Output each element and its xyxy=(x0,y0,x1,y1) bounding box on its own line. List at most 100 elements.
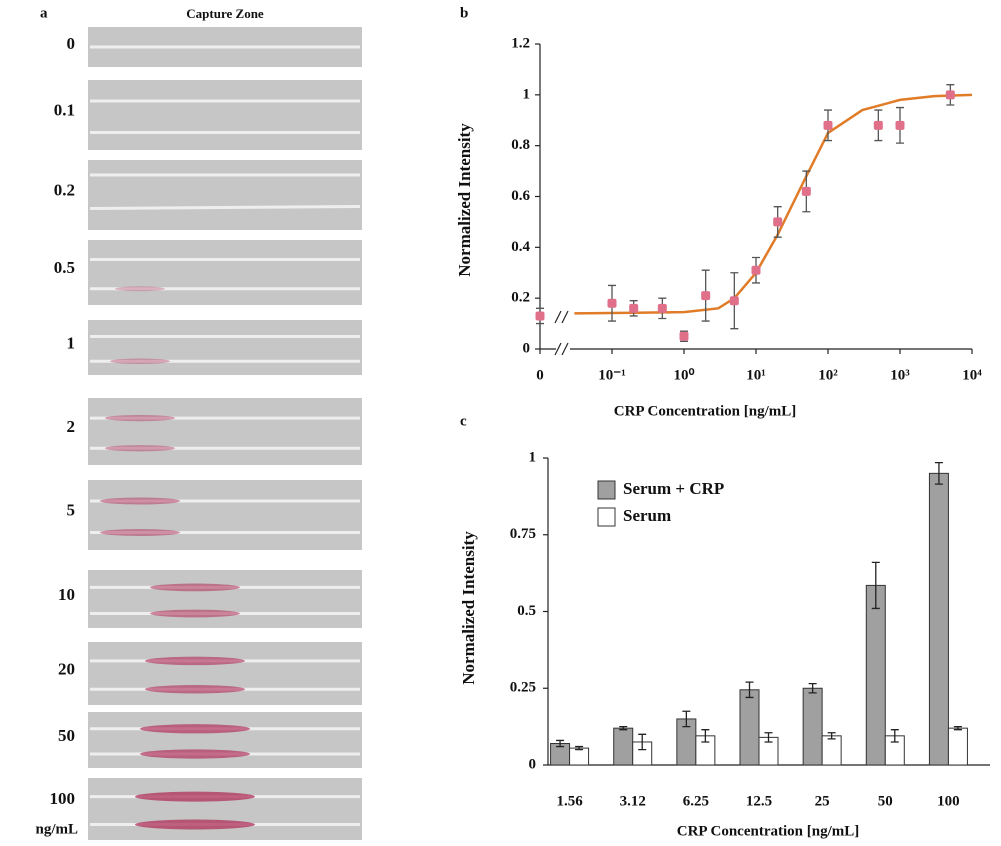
strip-image xyxy=(88,320,362,375)
strip-image xyxy=(88,570,362,628)
x-tick-label: 100 xyxy=(937,793,960,809)
break-mark xyxy=(554,342,562,356)
fit-curve xyxy=(574,93,973,315)
panel-title: Capture Zone xyxy=(186,6,264,21)
data-point xyxy=(895,120,905,130)
row-label: 10 xyxy=(58,585,75,604)
y-tick-label: 0 xyxy=(523,340,531,356)
capture-spot xyxy=(150,583,240,592)
capture-spot xyxy=(100,497,180,505)
x-tick-label: 10³ xyxy=(890,367,910,383)
y-tick-label: 1 xyxy=(523,86,531,102)
data-point xyxy=(873,120,883,130)
x-tick-label: 10¹ xyxy=(746,367,766,383)
x-tick-label: 3.12 xyxy=(620,793,646,809)
row-label: 0.1 xyxy=(54,100,75,119)
y-tick-label: 0.75 xyxy=(510,526,536,542)
data-point xyxy=(801,186,811,196)
bar xyxy=(928,472,949,766)
error-bar xyxy=(745,681,754,699)
capture-spot xyxy=(145,656,245,666)
error-bar xyxy=(890,729,899,743)
y-tick-label: 0.25 xyxy=(510,680,536,696)
capture-spot xyxy=(105,445,175,452)
strip-image xyxy=(88,160,362,230)
data-point xyxy=(823,120,833,130)
capture-spot xyxy=(135,791,255,802)
data-point xyxy=(535,311,545,321)
row-label: 50 xyxy=(58,726,75,745)
break-mark xyxy=(561,310,569,324)
data-point xyxy=(945,90,955,100)
error-bar xyxy=(619,725,628,731)
bar xyxy=(947,727,968,766)
y-axis-label: Normalized Intensity xyxy=(459,531,478,685)
strip-image xyxy=(88,80,362,150)
y-tick-label: 0 xyxy=(529,756,537,772)
bar xyxy=(613,727,634,766)
y-tick-label: 1 xyxy=(529,449,537,465)
data-point xyxy=(629,303,639,313)
data-point xyxy=(773,217,783,227)
x-tick-label: 50 xyxy=(878,793,893,809)
error-bar xyxy=(827,732,836,740)
y-axis-label: Normalized Intensity xyxy=(455,123,474,277)
capture-spot xyxy=(150,609,240,618)
y-tick-label: 0.4 xyxy=(511,239,530,255)
data-point xyxy=(701,291,711,301)
strip-image xyxy=(88,712,362,768)
error-bar xyxy=(556,739,565,748)
capture-spot xyxy=(100,529,180,536)
data-point xyxy=(729,296,739,306)
y-tick-label: 0.2 xyxy=(511,290,530,306)
error-bar xyxy=(575,745,584,751)
legend-swatch xyxy=(597,480,616,500)
legend-label: Serum + CRP xyxy=(623,479,724,498)
row-label: 0 xyxy=(67,34,76,53)
strip-line xyxy=(89,205,361,210)
strip-image xyxy=(88,240,362,305)
legend-swatch xyxy=(597,507,616,527)
error-bar xyxy=(682,710,691,728)
data-point xyxy=(607,298,617,308)
capture-spot xyxy=(140,749,250,759)
error-bar xyxy=(764,732,773,743)
capture-spot xyxy=(105,414,175,422)
data-point xyxy=(751,265,761,275)
data-point xyxy=(657,303,667,313)
x-tick-label: 1.56 xyxy=(556,793,583,809)
break-mark xyxy=(561,342,569,356)
capture-spot xyxy=(135,819,255,830)
x-axis-label: CRP Concentration [ng/mL] xyxy=(614,403,797,419)
strip-image xyxy=(88,398,362,465)
bar xyxy=(821,735,842,766)
x-tick-label: 10⁰ xyxy=(673,367,694,383)
x-tick-label: 10⁻¹ xyxy=(598,367,625,383)
strip-image xyxy=(88,480,362,550)
panel-label: a xyxy=(40,5,48,21)
capture-spot xyxy=(145,685,245,694)
break-mark xyxy=(554,310,562,324)
row-label: 2 xyxy=(67,417,76,436)
axis-break xyxy=(556,305,570,322)
panel-label: b xyxy=(460,5,468,21)
row-label: 0.2 xyxy=(54,180,75,199)
panel-label: c xyxy=(460,413,467,429)
strip-image xyxy=(88,642,362,705)
unit-label: ng/mL xyxy=(35,821,78,837)
x-tick-label: 12.5 xyxy=(746,793,772,809)
x-tick-label: 0 xyxy=(536,367,544,383)
error-bar xyxy=(934,461,943,485)
row-label: 0.5 xyxy=(54,258,75,277)
row-label: 20 xyxy=(58,659,75,678)
y-tick-label: 0.8 xyxy=(511,137,530,153)
x-axis-label: CRP Concentration [ng/mL] xyxy=(677,823,860,839)
x-tick-label: 10⁴ xyxy=(962,367,982,383)
legend-label: Serum xyxy=(623,506,671,525)
data-point xyxy=(679,331,689,341)
capture-spot xyxy=(110,358,170,364)
row-label: 1 xyxy=(67,334,76,353)
x-tick-label: 6.25 xyxy=(683,793,709,809)
bar xyxy=(802,687,823,766)
